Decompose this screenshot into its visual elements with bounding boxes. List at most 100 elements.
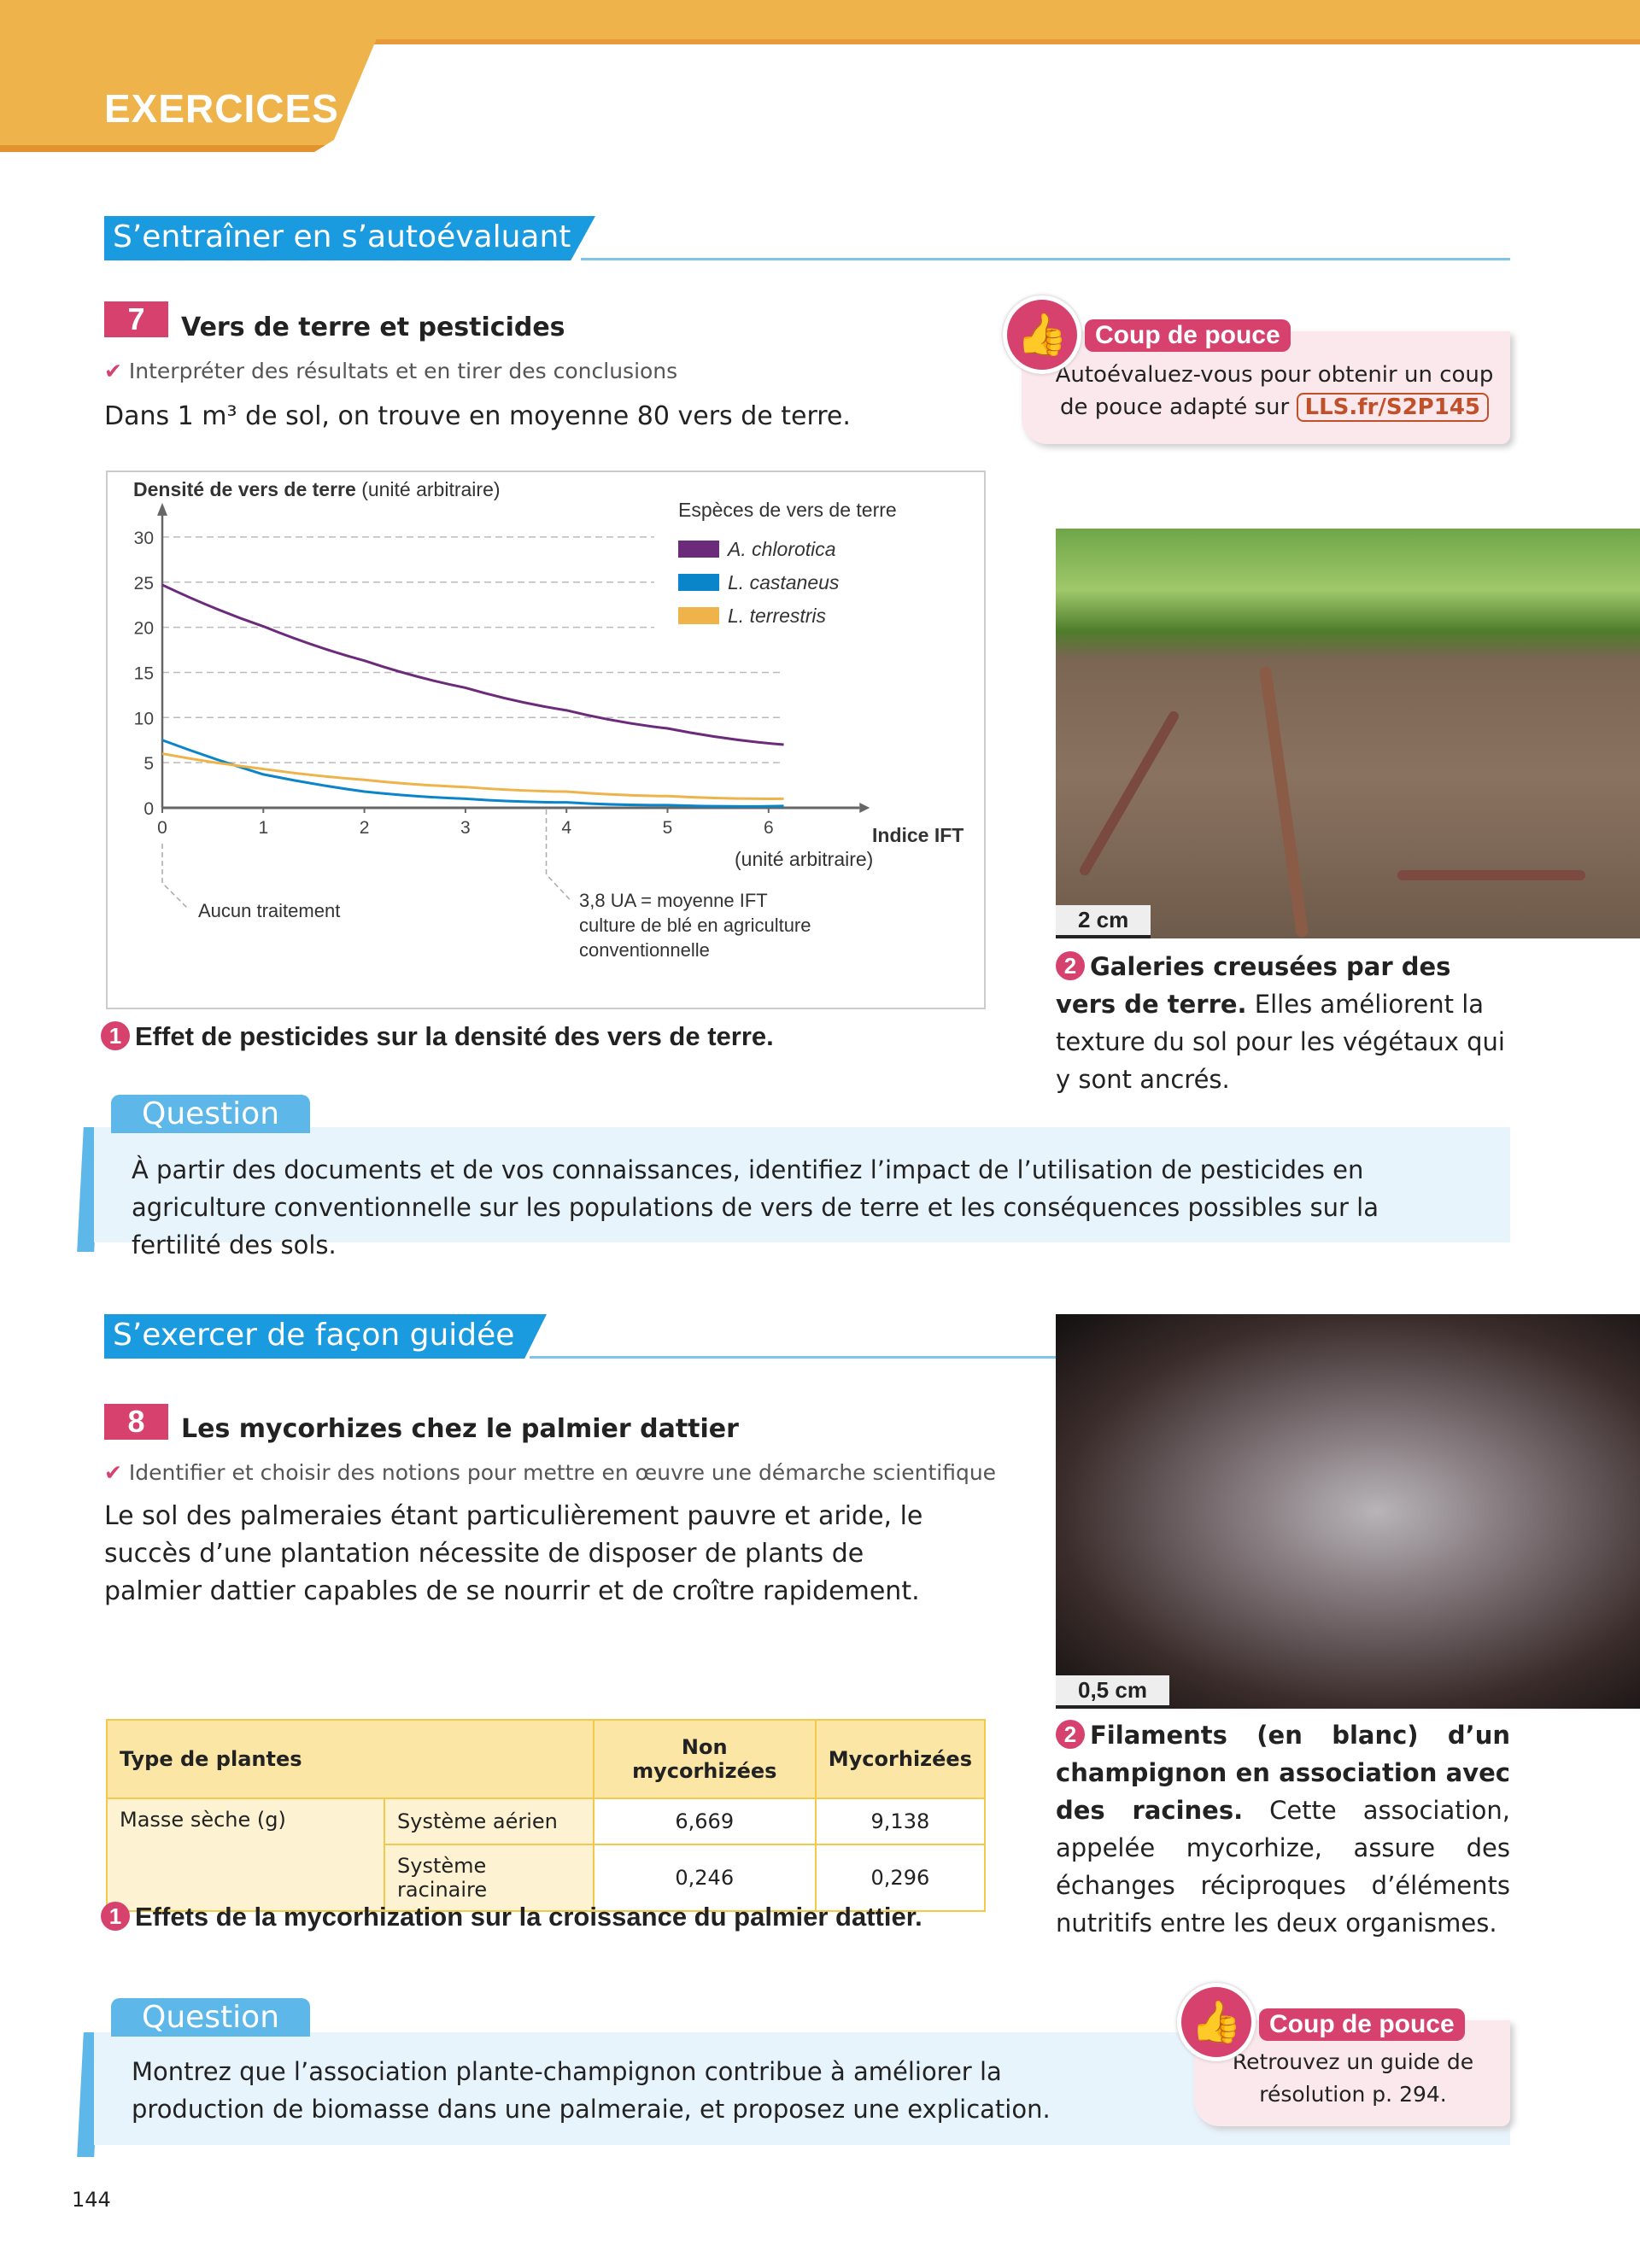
- doc-number: 2: [1056, 951, 1085, 980]
- annotation-text: conventionnelle: [579, 939, 710, 961]
- x-axis-label: Indice IFT: [872, 824, 964, 846]
- earthworm-galleries-photo: 2 cm: [1056, 529, 1640, 938]
- line-chart: Densité de vers de terre (unité arbitrai…: [133, 478, 964, 961]
- intro-text: Dans 1 m³ de sol, on trouve en moyenne 8…: [104, 401, 851, 431]
- annotation-text: 3,8 UA = moyenne IFT: [579, 890, 768, 911]
- section-divider: [581, 258, 1510, 260]
- earthworm-shape: [1258, 665, 1309, 938]
- value-cell: 6,669: [592, 1797, 817, 1845]
- annotation-leader: [545, 810, 573, 903]
- page-number: 144: [72, 2188, 111, 2212]
- scale-bar: 0,5 cm: [1056, 1675, 1169, 1709]
- scale-bar: 2 cm: [1056, 905, 1151, 938]
- data-table: Type de plantes Non mycorhizées Mycorhiz…: [106, 1719, 987, 1912]
- legend-swatch: [678, 574, 719, 591]
- y-tick-label: 20: [134, 619, 154, 639]
- caption-text: Effet de pesticides sur la densité des v…: [135, 1021, 774, 1051]
- annotation-leader: [161, 844, 189, 909]
- page-title: EXERCICES: [104, 86, 339, 131]
- exercise-number: 7: [104, 301, 168, 337]
- y-axis-label: Densité de vers de terre: [133, 478, 356, 500]
- doc-number: 1: [101, 1902, 130, 1931]
- x-tick-label: 5: [663, 818, 673, 838]
- check-icon: ✔: [104, 359, 122, 383]
- caption-bold: Filaments (en blanc) d’un champignon en …: [1056, 1721, 1510, 1825]
- table-header-row: Type de plantes Non mycorhizées Mycorhiz…: [106, 1719, 987, 1799]
- hint-label: Coup de pouce: [1085, 319, 1291, 352]
- x-tick-label: 4: [561, 818, 571, 838]
- earthworm-shape: [1077, 709, 1181, 878]
- row-label: Masse sèche (g): [106, 1797, 385, 1912]
- earthworm-shape: [1397, 870, 1585, 880]
- doc-number: 2: [1056, 1720, 1085, 1749]
- y-axis-unit: (unité arbitraire): [361, 478, 500, 500]
- skill-text: Identifier et choisir des notions pour m…: [128, 1460, 997, 1485]
- hint-link[interactable]: LLS.fr/S2P145: [1296, 393, 1490, 422]
- section-title: S’entraîner en s’autoévaluant: [104, 216, 595, 260]
- caption-text: Elles améliorent la texture du sol pour …: [1056, 990, 1505, 1094]
- chart-box: Densité de vers de terre (unité arbitrai…: [106, 471, 986, 1009]
- x-axis-unit: (unité arbitraire): [735, 848, 873, 870]
- series-line-achlorotica: [161, 583, 784, 746]
- x-tick-label: 0: [157, 818, 167, 838]
- table-row: Système racinaire 0,246 0,296: [107, 1844, 987, 1912]
- y-tick-label: 0: [144, 799, 154, 819]
- legend-label: A. chlorotica: [726, 538, 836, 560]
- y-tick-label: 15: [134, 663, 154, 683]
- question-text: Montrez que l’association plante-champig…: [132, 2057, 1051, 2124]
- section-divider: [530, 1356, 1059, 1359]
- hint-text: Autoévaluez-vous pour obtenir un coup de…: [1055, 362, 1494, 420]
- header-cell: Non mycorhizées: [592, 1719, 817, 1799]
- section-title: S’exercer de façon guidée: [104, 1314, 547, 1359]
- sub-label: Système racinaire: [384, 1844, 594, 1912]
- legend-swatch: [678, 541, 719, 558]
- question-box: À partir des documents et de vos connais…: [94, 1127, 1510, 1260]
- y-tick-label: 10: [134, 709, 154, 728]
- x-axis-arrow: [859, 803, 870, 813]
- question-text: À partir des documents et de vos connais…: [132, 1155, 1379, 1260]
- table-row: Masse sèche (g) Système aérien 6,669 9,1…: [106, 1797, 987, 1912]
- series-line-lcastaneus: [161, 739, 784, 808]
- header-cell: Mycorhizées: [814, 1719, 987, 1799]
- thumbs-up-icon: 👍: [1003, 295, 1081, 374]
- doc1-caption: 1 Effets de la mycorhization sur la crois…: [101, 1902, 922, 1932]
- doc2-caption: 2 Galeries creusées par des vers de terre…: [1056, 948, 1517, 1098]
- value-cell: 0,296: [814, 1844, 987, 1912]
- doc1-caption: 1 Effet de pesticides sur la densité des …: [101, 1021, 774, 1052]
- x-tick-label: 6: [764, 818, 774, 838]
- x-tick-label: 3: [460, 818, 471, 838]
- value-cell: 0,246: [592, 1844, 817, 1912]
- exercise-number: 8: [104, 1404, 168, 1440]
- legend-swatch: [678, 607, 719, 624]
- intro-text: Le sol des palmeraies étant particulière…: [104, 1501, 923, 1606]
- caption-text: Cette association, appelée mycorhize, as…: [1056, 1796, 1510, 1938]
- caption-bold: Galeries creusées par des vers de terre.: [1056, 952, 1451, 1019]
- value-cell: 9,138: [814, 1797, 987, 1845]
- check-icon: ✔: [104, 1460, 122, 1485]
- hint-box: Autoévaluez-vous pour obtenir un coup de…: [1022, 331, 1510, 444]
- hint-label: Coup de pouce: [1259, 2008, 1465, 2041]
- hint-text: Retrouvez un guide de résolution p. 294.: [1232, 2049, 1474, 2107]
- exercise-title: Les mycorhizes chez le palmier dattier: [181, 1414, 739, 1444]
- y-tick-label: 5: [144, 754, 154, 774]
- doc2-caption: 2 Filaments (en blanc) d’un champignon en…: [1056, 1716, 1510, 1942]
- legend-label: L. castaneus: [728, 571, 840, 593]
- question-label: Question: [111, 1998, 311, 2037]
- thumbs-up-icon: 👍: [1177, 1983, 1256, 2061]
- annotation-text: culture de blé en agriculture: [579, 915, 811, 936]
- x-tick-label: 2: [360, 818, 370, 838]
- sub-label: Système aérien: [384, 1797, 594, 1845]
- y-axis-arrow: [157, 502, 167, 516]
- annotation-text: Aucun traitement: [198, 900, 340, 921]
- legend-title: Espèces de vers de terre: [678, 499, 897, 521]
- exercise-title: Vers de terre et pesticides: [181, 313, 565, 342]
- y-tick-label: 25: [134, 574, 154, 593]
- x-tick-label: 1: [258, 818, 268, 838]
- series-line-lterrestris: [161, 752, 784, 800]
- caption-text: Effets de la mycorhization sur la croiss…: [135, 1902, 922, 1932]
- svg-text:Densité de vers de terre (unit: Densité de vers de terre (unité arbitrai…: [133, 478, 501, 500]
- mycorrhiza-photo: 0,5 cm: [1056, 1314, 1640, 1709]
- header-cell: Type de plantes: [106, 1719, 594, 1799]
- question-label: Question: [111, 1095, 311, 1133]
- header-tab: [0, 0, 393, 152]
